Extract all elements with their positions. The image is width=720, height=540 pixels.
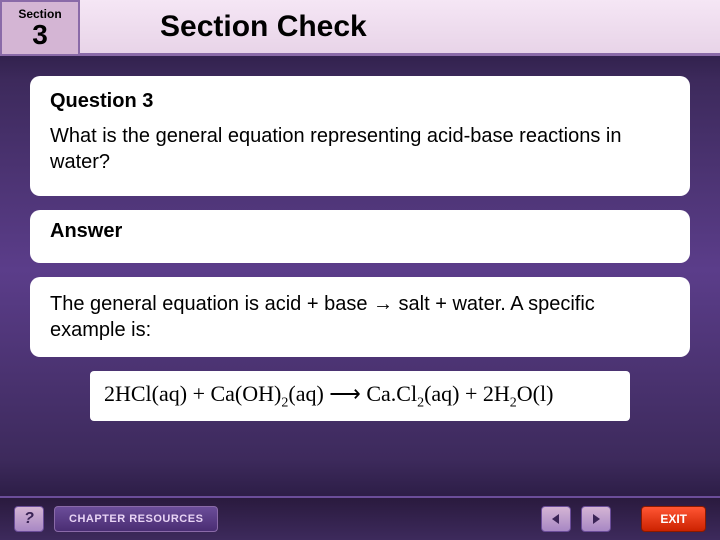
next-button[interactable] [581, 506, 611, 532]
help-button[interactable]: ? [14, 506, 44, 532]
question-panel: Question 3 What is the general equation … [30, 76, 690, 196]
header-bar: Section 3 Section Check [0, 0, 720, 56]
question-text: What is the general equation representin… [50, 123, 670, 175]
equation-text: 2HCl(aq) + Ca(OH)2(aq) ⟶ Ca.Cl2(aq) + 2H… [104, 381, 553, 406]
exit-button[interactable]: EXIT [641, 506, 706, 532]
title-bar: Section Check [80, 0, 720, 56]
chapter-resources-label: CHAPTER RESOURCES [69, 513, 203, 525]
chapter-resources-button[interactable]: CHAPTER RESOURCES [54, 506, 218, 532]
exit-label: EXIT [660, 512, 687, 526]
triangle-left-icon [550, 513, 562, 525]
footer-bar: ? CHAPTER RESOURCES EXIT [0, 496, 720, 540]
triangle-right-icon [590, 513, 602, 525]
answer-text-panel: The general equation is acid + base → sa… [30, 277, 690, 357]
help-icon: ? [24, 510, 34, 528]
answer-label: Answer [50, 220, 670, 243]
prev-button[interactable] [541, 506, 571, 532]
page-title: Section Check [160, 10, 367, 44]
section-number: 3 [32, 21, 48, 49]
section-badge: Section 3 [0, 0, 80, 56]
content-area: Question 3 What is the general equation … [30, 76, 690, 421]
question-label: Question 3 [50, 90, 670, 113]
equation-panel: 2HCl(aq) + Ca(OH)2(aq) ⟶ Ca.Cl2(aq) + 2H… [90, 371, 630, 421]
answer-text: The general equation is acid + base → sa… [50, 291, 670, 343]
answer-label-panel: Answer [30, 210, 690, 263]
